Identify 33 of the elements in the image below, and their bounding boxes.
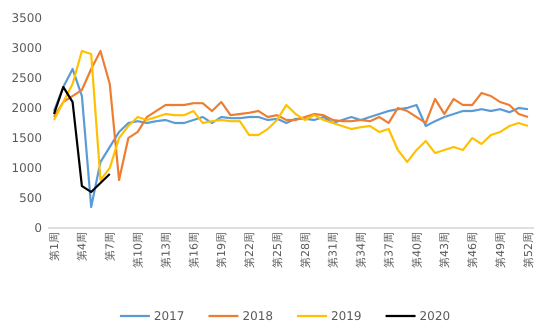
x-tick-label: 第34周 <box>354 232 368 268</box>
x-tick-label: 第49周 <box>494 232 507 268</box>
y-tick-label: 3000 <box>11 40 42 55</box>
x-tick-label: 第28周 <box>298 232 312 268</box>
x-tick-label: 第7周 <box>104 232 117 261</box>
x-tick-label: 第37周 <box>382 232 396 268</box>
y-tick-label: 1000 <box>11 160 42 175</box>
legend-label: 2017 <box>154 309 184 324</box>
y-tick-label: 0 <box>34 220 42 235</box>
y-tick-label: 500 <box>19 190 42 205</box>
x-tick-label: 第31周 <box>326 232 340 268</box>
x-tick-label: 第25周 <box>270 232 284 268</box>
x-tick-label: 第22周 <box>243 232 256 268</box>
x-tick-label: 第4周 <box>76 232 89 261</box>
x-tick-label: 第13周 <box>159 232 172 268</box>
line-series <box>52 50 530 182</box>
x-tick-label: 第40周 <box>410 232 424 268</box>
y-tick-label: 2000 <box>11 100 42 115</box>
legend-label: 2019 <box>331 309 362 324</box>
line-series <box>52 86 111 194</box>
x-tick-label: 第46周 <box>466 232 480 268</box>
y-tick-label: 2500 <box>11 70 42 85</box>
line-series <box>52 68 530 208</box>
x-tick-label: 第43周 <box>438 232 452 268</box>
y-tick-label: 3500 <box>11 10 42 25</box>
x-tick-label: 第19周 <box>215 232 228 268</box>
x-tick-label: 第1周 <box>48 232 61 261</box>
legend-label: 2018 <box>242 309 273 324</box>
x-tick-label: 第52周 <box>522 232 535 268</box>
x-tick-label: 第16周 <box>187 232 200 268</box>
legend-label: 2020 <box>420 309 450 324</box>
y-tick-label: 1500 <box>11 130 42 145</box>
x-tick-label: 第10周 <box>131 232 144 268</box>
